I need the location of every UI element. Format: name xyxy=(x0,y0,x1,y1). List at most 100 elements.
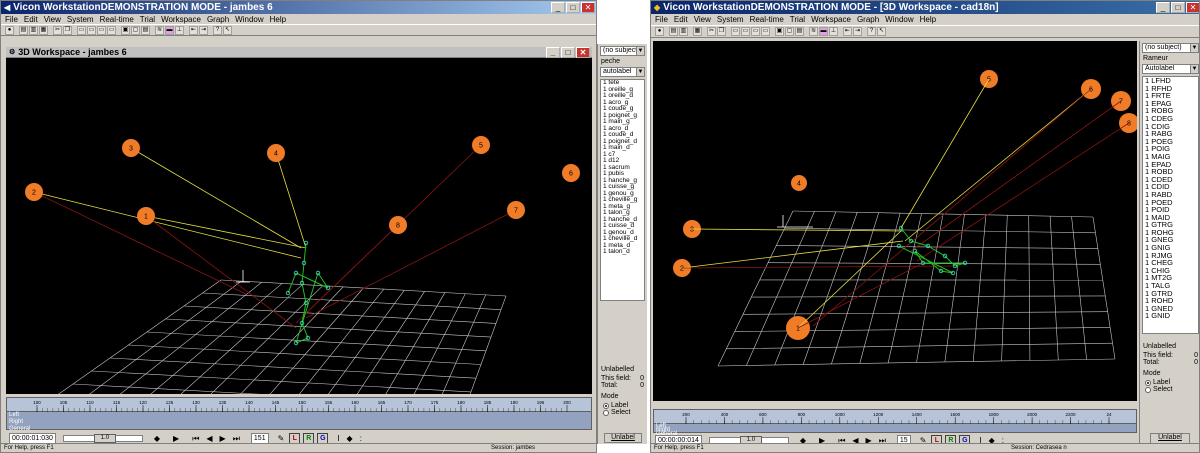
next-frame-icon[interactable]: ▶ xyxy=(865,436,872,445)
pencil-icon[interactable]: ✎ xyxy=(277,434,285,443)
marker-list-item[interactable]: 1 acro_g xyxy=(603,98,629,106)
left-frame-ruler[interactable]: 100 105 110 115 120 125 130 135 140 145 150 155 160 1… xyxy=(7,398,591,412)
save-icon[interactable]: ▥ xyxy=(29,25,38,35)
menu-window[interactable]: Window xyxy=(885,15,914,24)
marker-list-item[interactable]: 1 RFHD xyxy=(1145,83,1173,93)
record-icon[interactable]: ● xyxy=(5,25,14,35)
marker-list-item[interactable]: 1 GNIG xyxy=(1145,243,1171,253)
marker-colon-icon[interactable]: : xyxy=(1001,436,1005,445)
marker-list-item[interactable]: 1 POID xyxy=(1145,205,1170,215)
view-3-icon[interactable]: ▭ xyxy=(751,27,760,36)
menu-view[interactable]: View xyxy=(693,15,711,24)
first-frame-icon[interactable]: ⏮ xyxy=(192,433,200,443)
right-timeline[interactable]: 200 400 600 800 1000 1200 1400 1600 1800 2000 2200… xyxy=(653,409,1137,437)
marker-list-item[interactable]: 1 LFHD xyxy=(1145,76,1171,85)
marker-list-item[interactable]: 1 POEG xyxy=(1145,136,1173,146)
window-icon[interactable]: ▢ xyxy=(131,25,140,35)
ws-minimize-button[interactable]: _ xyxy=(546,47,560,58)
minimize-button[interactable]: _ xyxy=(1156,2,1170,13)
marker-list-item[interactable]: 1 MT2G xyxy=(1145,273,1173,283)
view-2-icon[interactable]: ▭ xyxy=(87,25,96,35)
axis-icon[interactable]: ⊥ xyxy=(829,27,838,36)
loop-icon[interactable]: ◆ xyxy=(153,434,161,443)
marker-list-item[interactable]: 1 pubis xyxy=(603,170,624,177)
marker-list-item[interactable]: 1 ROHD xyxy=(1145,296,1174,306)
view-1-icon[interactable]: ▭ xyxy=(77,25,86,35)
pink-icon[interactable]: ▬ xyxy=(819,27,828,36)
marker-list-item[interactable]: 1 oreille_g xyxy=(603,85,633,93)
right-frame-ruler[interactable]: 200 400 600 800 1000 1200 1400 1600 1800 2000 2200… xyxy=(654,410,1136,424)
marker-list-item[interactable]: 1 CHIG xyxy=(1145,265,1171,275)
next-frame-icon[interactable]: ▶ xyxy=(219,434,226,443)
marker-list-item[interactable]: 1 hanche_d xyxy=(603,215,637,223)
marker-list-item[interactable]: 1 GNID xyxy=(1145,311,1171,321)
copy-icon[interactable]: ❐ xyxy=(63,25,72,35)
view-1-icon[interactable]: ▭ xyxy=(731,27,740,36)
marker-list-item[interactable]: 1 main_g xyxy=(603,118,630,125)
axis-icon[interactable]: ⊥ xyxy=(175,25,184,35)
nav-fwd-icon[interactable]: ⇥ xyxy=(853,27,862,36)
menu-window[interactable]: Window xyxy=(235,14,264,24)
marker-list-item[interactable]: 1 RABG xyxy=(1145,129,1173,139)
save-icon[interactable]: ▥ xyxy=(679,27,688,36)
marker-list-item[interactable]: 1 tete xyxy=(603,79,620,86)
marker-list-item[interactable]: 1 coude_g xyxy=(603,105,634,112)
marker-i-icon[interactable]: I xyxy=(979,436,982,445)
pink-icon[interactable]: ▬ xyxy=(165,25,174,35)
help-icon[interactable]: ? xyxy=(867,27,876,36)
menu-edit[interactable]: Edit xyxy=(673,15,688,24)
marker-list-item[interactable]: 1 poignet_g xyxy=(603,111,637,119)
graph-icon[interactable]: ≋ xyxy=(155,25,164,35)
layout-icon[interactable]: ▤ xyxy=(141,25,150,35)
marker-list-item[interactable]: 1 meta_d xyxy=(603,241,631,249)
marker-list-item[interactable]: 1 POIG xyxy=(1145,144,1171,154)
marker-list-item[interactable]: 1 RJMG xyxy=(1145,250,1173,260)
close-button[interactable]: ✕ xyxy=(581,2,595,13)
marker-list-item[interactable]: 1 acro_d xyxy=(603,124,629,132)
marker-list-item[interactable]: 1 genou_g xyxy=(603,189,634,197)
cut-icon[interactable]: ✂ xyxy=(53,25,62,35)
menu-workspace[interactable]: Workspace xyxy=(161,14,201,24)
marker-list-item[interactable]: 1 cuisse_d xyxy=(603,222,635,229)
right-label-mode-select[interactable]: Autolabel ▼ xyxy=(1142,64,1199,74)
speed-thumb[interactable]: 1.0 xyxy=(93,434,116,443)
view-4-icon[interactable]: ▭ xyxy=(761,27,770,36)
cut-icon[interactable]: ✂ xyxy=(707,27,716,36)
marker-list-item[interactable]: 1 CDID xyxy=(1145,182,1170,192)
marker-list-item[interactable]: 1 CHEG xyxy=(1145,258,1173,268)
open-icon[interactable]: ▤ xyxy=(669,27,678,36)
close-button[interactable]: ✕ xyxy=(1186,2,1199,13)
marker-list-item[interactable]: 1 poignet_d xyxy=(603,137,637,145)
marker-list-item[interactable]: 1 d12 xyxy=(603,157,620,164)
nav-back-icon[interactable]: ⇤ xyxy=(843,27,852,36)
help-icon[interactable]: ? xyxy=(213,25,222,35)
marker-list-item[interactable]: 1 ROBG xyxy=(1145,106,1174,116)
menu-help[interactable]: Help xyxy=(269,14,287,24)
first-frame-icon[interactable]: ⏮ xyxy=(838,435,846,445)
camera-icon[interactable]: ▣ xyxy=(121,25,130,35)
marker-list-item[interactable]: 1 c7 xyxy=(603,150,616,158)
marker-list-item[interactable]: 1 sacrum xyxy=(603,163,630,171)
right-3d-workspace[interactable]: 5 6 7 8 4 3 2 1 xyxy=(653,41,1137,401)
right-mode-label-radio[interactable]: Label xyxy=(1145,379,1199,386)
marker-list-item[interactable]: 1 FRTE xyxy=(1145,91,1171,101)
marker-list-item[interactable]: 1 oreille_d xyxy=(603,92,633,99)
ws-maximize-button[interactable]: □ xyxy=(561,47,575,58)
marker-list-item[interactable]: 1 coude_d xyxy=(603,131,634,138)
menu-edit[interactable]: Edit xyxy=(23,14,38,24)
marker-diamond-icon[interactable]: ◆ xyxy=(988,436,995,445)
copy-icon[interactable]: ❐ xyxy=(717,27,726,36)
graph-icon[interactable]: ≋ xyxy=(809,27,818,36)
menu-system[interactable]: System xyxy=(716,15,744,24)
marker-list-item[interactable]: 1 talon_g xyxy=(603,209,630,216)
maximize-button[interactable]: □ xyxy=(566,2,580,13)
nav-fwd-icon[interactable]: ⇥ xyxy=(199,25,208,35)
layout-icon[interactable]: ▤ xyxy=(795,27,804,36)
marker-diamond-icon[interactable]: ◆ xyxy=(346,434,353,443)
marker-list-item[interactable]: 1 EPAD xyxy=(1145,159,1172,169)
view-2-icon[interactable]: ▭ xyxy=(741,27,750,36)
marker-list-item[interactable]: 1 EPAG xyxy=(1145,98,1172,108)
marker-list-item[interactable]: 1 CDED xyxy=(1145,174,1173,184)
marker-list-item[interactable]: 1 MAIG xyxy=(1145,151,1171,161)
left-marker-list[interactable]: 1 tete 1 oreille_g 1 oreille_d 1 acro_g 1 co… xyxy=(600,79,645,301)
